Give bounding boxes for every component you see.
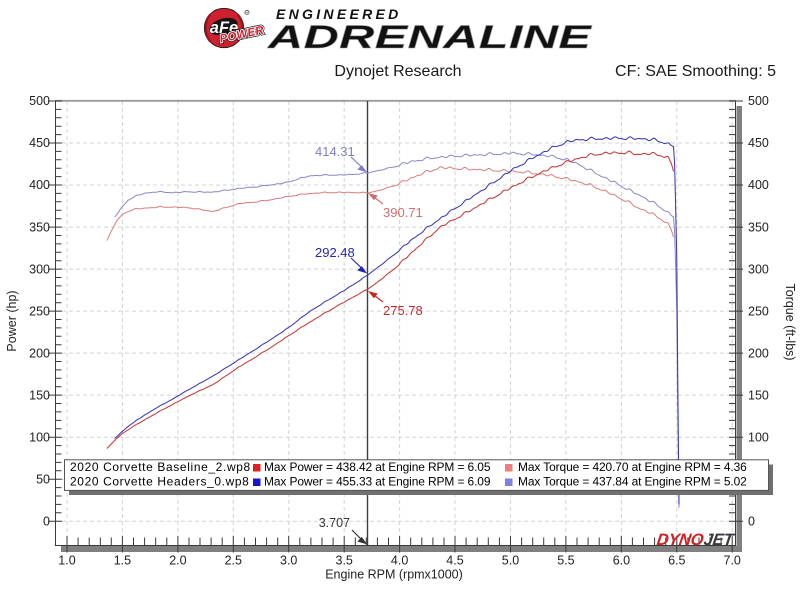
svg-text:150: 150 xyxy=(29,388,50,402)
svg-text:414.31: 414.31 xyxy=(315,144,355,159)
svg-text:aFe: aFe xyxy=(210,19,238,37)
svg-text:2020 Corvette Baseline_2.wp8: 2020 Corvette Baseline_2.wp8 xyxy=(70,460,251,474)
svg-text:400: 400 xyxy=(748,178,769,192)
svg-text:400: 400 xyxy=(29,178,50,192)
svg-text:2.0: 2.0 xyxy=(169,553,186,567)
svg-text:2020 Corvette Headers_0.wp8: 2020 Corvette Headers_0.wp8 xyxy=(70,475,249,489)
svg-text:5.5: 5.5 xyxy=(557,553,574,567)
svg-text:0: 0 xyxy=(43,514,50,528)
svg-text:292.48: 292.48 xyxy=(315,245,355,260)
svg-text:200: 200 xyxy=(29,346,50,360)
svg-text:Max Torque = 420.70 at Engine: Max Torque = 420.70 at Engine RPM = 4.36 xyxy=(518,460,747,474)
svg-text:Torque (ft-lbs): Torque (ft-lbs) xyxy=(783,283,797,360)
svg-text:0: 0 xyxy=(748,514,755,528)
svg-text:6.5: 6.5 xyxy=(668,553,685,567)
svg-text:1.0: 1.0 xyxy=(58,553,75,567)
svg-text:Dynojet Research: Dynojet Research xyxy=(334,63,461,80)
svg-text:R: R xyxy=(245,10,249,16)
svg-text:500: 500 xyxy=(748,94,769,108)
svg-text:4.0: 4.0 xyxy=(391,553,408,567)
svg-text:250: 250 xyxy=(29,304,50,318)
svg-text:275.78: 275.78 xyxy=(383,303,423,318)
svg-text:150: 150 xyxy=(748,388,769,402)
svg-text:250: 250 xyxy=(748,304,769,318)
svg-text:350: 350 xyxy=(29,220,50,234)
svg-text:300: 300 xyxy=(29,262,50,276)
svg-text:Power (hp): Power (hp) xyxy=(5,290,19,351)
svg-text:Engine RPM (rpmx1000): Engine RPM (rpmx1000) xyxy=(325,568,463,582)
svg-text:7.0: 7.0 xyxy=(724,553,741,567)
svg-text:5.0: 5.0 xyxy=(502,553,519,567)
svg-text:450: 450 xyxy=(748,136,769,150)
svg-text:390.71: 390.71 xyxy=(383,205,423,220)
svg-text:Max Power = 455.33 at Engine R: Max Power = 455.33 at Engine RPM = 6.09 xyxy=(264,475,491,489)
svg-text:6.0: 6.0 xyxy=(613,553,630,567)
svg-text:500: 500 xyxy=(29,94,50,108)
svg-text:200: 200 xyxy=(748,346,769,360)
svg-text:ENGINEERED: ENGINEERED xyxy=(276,6,402,22)
svg-text:ADRENALINE: ADRENALINE xyxy=(267,19,593,55)
svg-text:350: 350 xyxy=(748,220,769,234)
svg-text:1.5: 1.5 xyxy=(114,553,131,567)
svg-text:Max Power = 438.42 at Engine R: Max Power = 438.42 at Engine RPM = 6.05 xyxy=(264,460,491,474)
svg-text:JET: JET xyxy=(703,530,737,549)
svg-text:50: 50 xyxy=(36,472,50,486)
svg-text:3.0: 3.0 xyxy=(280,553,297,567)
svg-text:2.5: 2.5 xyxy=(225,553,242,567)
svg-text:4.5: 4.5 xyxy=(446,553,463,567)
svg-text:100: 100 xyxy=(748,430,769,444)
svg-text:300: 300 xyxy=(748,262,769,276)
svg-text:100: 100 xyxy=(29,430,50,444)
svg-text:3.707: 3.707 xyxy=(319,516,350,530)
svg-text:DYNO: DYNO xyxy=(656,530,706,549)
svg-text:CF: SAE Smoothing: 5: CF: SAE Smoothing: 5 xyxy=(615,63,776,80)
svg-text:Max Torque = 437.84 at Engine: Max Torque = 437.84 at Engine RPM = 5.02 xyxy=(518,475,747,489)
svg-text:3.5: 3.5 xyxy=(336,553,353,567)
svg-text:450: 450 xyxy=(29,136,50,150)
